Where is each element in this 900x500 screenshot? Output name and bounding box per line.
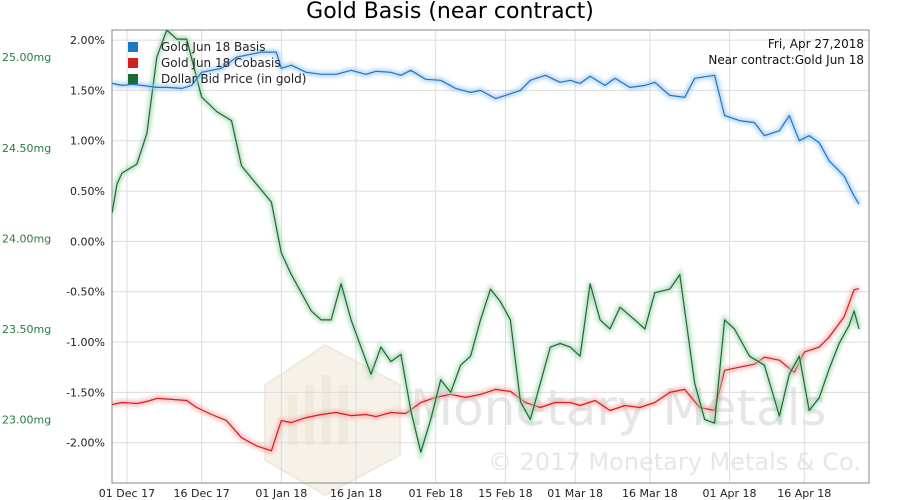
x-tick-label: 16 Jan 18 xyxy=(330,487,382,500)
info-date: Fri, Apr 27,2018 xyxy=(768,37,864,51)
chart-title: Gold Basis (near contract) xyxy=(306,0,594,24)
x-tick-label: 16 Apr 18 xyxy=(777,487,831,500)
x-tick-label: 01 Dec 17 xyxy=(99,487,155,500)
legend-swatch xyxy=(128,74,138,84)
series-line-1 xyxy=(112,288,860,452)
y-left-tick-label: 25.00mg xyxy=(2,51,51,64)
legend-entry: Gold Jun 18 Basis xyxy=(161,40,265,54)
y-right-tick-label: -0.50% xyxy=(66,286,105,299)
y-right-tick-label: -1.00% xyxy=(66,336,105,349)
plot-frame xyxy=(111,29,870,484)
y-right-axis: 2.00% 1.50% 1.00% 0.50% 0.00% -0.50% -1.00% -1.… xyxy=(66,34,105,450)
y-right-tick-label: -2.00% xyxy=(66,437,105,450)
x-tick-label: 16 Dec 17 xyxy=(174,487,230,500)
legend: Gold Jun 18 Basis Gold Jun 18 Cobasis Doll… xyxy=(128,40,306,86)
legend-entry: Gold Jun 18 Cobasis xyxy=(161,56,281,70)
watermark: Monetary Metals © 2017 Monetary Metals &… xyxy=(264,343,861,497)
x-tick-label: 01 Mar 18 xyxy=(547,487,603,500)
x-axis: 01 Dec 17 16 Dec 17 01 Jan 18 16 Jan 18 01 F… xyxy=(99,487,831,500)
y-right-tick-label: -1.50% xyxy=(66,386,105,399)
series-line-0 xyxy=(112,51,860,205)
watermark-copyright: © 2017 Monetary Metals & Co. xyxy=(488,448,861,476)
info-contract: Near contract:Gold Jun 18 xyxy=(708,53,864,67)
y-right-tick-label: 1.50% xyxy=(70,84,105,97)
series-line-2 xyxy=(112,30,860,453)
y-right-tick-label: 2.00% xyxy=(70,34,105,47)
x-tick-label: 01 Feb 18 xyxy=(408,487,462,500)
x-tick-label: 16 Mar 18 xyxy=(622,487,678,500)
y-left-tick-label: 23.00mg xyxy=(2,414,51,427)
y-right-tick-label: 0.00% xyxy=(70,235,105,248)
legend-entry: Dollar Bid Price (in gold) xyxy=(161,72,306,86)
y-right-tick-label: 1.00% xyxy=(70,135,105,148)
x-tick-label: 01 Apr 18 xyxy=(703,487,757,500)
y-right-tick-label: 0.50% xyxy=(70,185,105,198)
info-box: Fri, Apr 27,2018 Near contract:Gold Jun … xyxy=(708,37,864,67)
y-left-tick-label: 24.00mg xyxy=(2,232,51,245)
y-left-tick-label: 23.50mg xyxy=(2,323,51,336)
y-left-tick-label: 24.50mg xyxy=(2,142,51,155)
x-tick-label: 01 Jan 18 xyxy=(255,487,307,500)
x-tick-label: 15 Feb 18 xyxy=(478,487,532,500)
y-left-axis: 25.00mg 24.50mg 24.00mg 23.50mg 23.00mg xyxy=(2,51,51,426)
legend-swatch xyxy=(128,58,138,68)
series-layer xyxy=(112,30,862,462)
legend-swatch xyxy=(128,42,138,52)
